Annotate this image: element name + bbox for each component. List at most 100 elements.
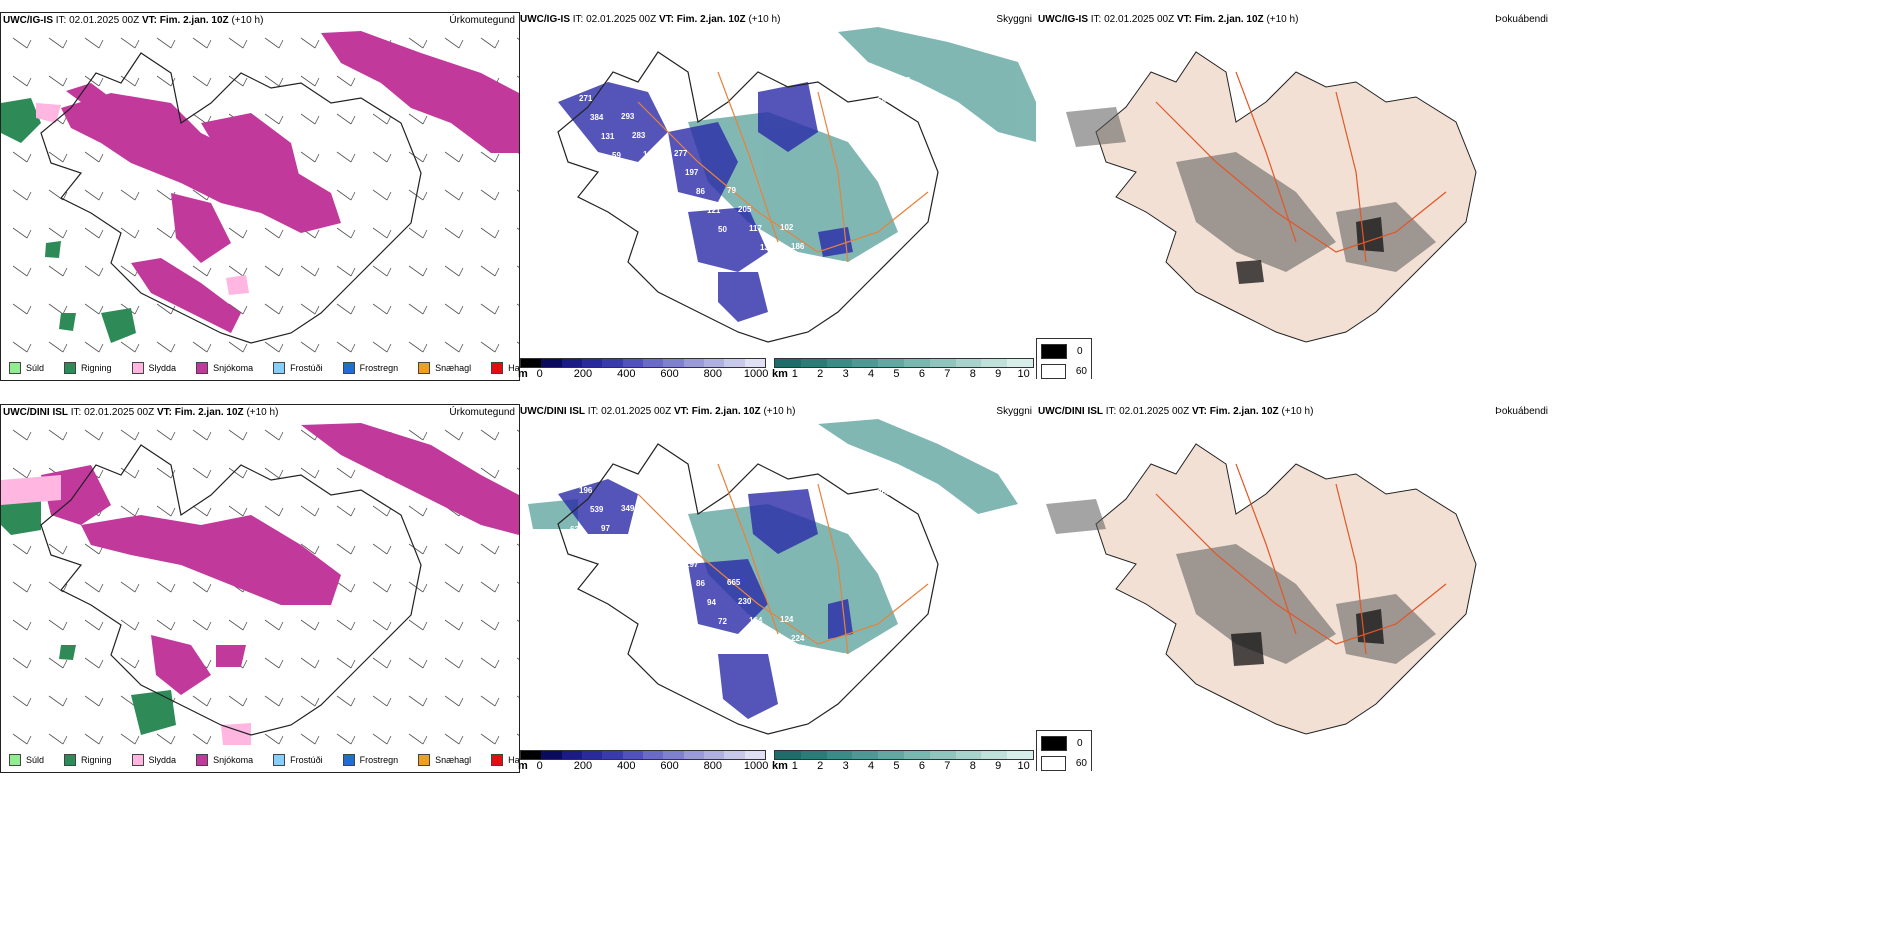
wind-barb [156,619,176,631]
ceiling-value-label: 293 [621,112,635,121]
wind-barb [156,505,176,517]
fog-panel-row2: UWC/DINI ISL IT: 02.01.2025 00Z VT: Fim.… [1036,404,1552,771]
wind-barb [300,695,320,707]
wind-barb [372,151,392,163]
wind-barb [192,505,212,517]
wind-barb [336,265,356,277]
wind-barb [408,619,428,631]
wind-barb [264,227,284,239]
wind-barb [120,227,140,239]
colorbar-tick: 600 [660,760,679,771]
wind-barb [12,75,32,87]
wind-barb [444,619,464,631]
colorbar-tick: 0 [536,760,543,771]
wind-barb [336,733,356,745]
legend-item: Haglél [491,362,519,374]
wind-barb [336,619,356,631]
ceiling-value-label: 257 [855,690,869,699]
ceiling-value-label: 539 [590,505,604,514]
legend-label: Frostregn [359,755,399,765]
wind-barb [192,619,212,631]
wind-barb [264,619,284,631]
wind-barb [84,619,104,631]
ceiling-value-label: 349 [621,504,635,513]
precip-map-row1 [1,31,519,344]
legend-item: Snjókoma [196,362,253,374]
wind-barb [84,75,104,87]
legend-item: Súld [9,362,44,374]
ceiling-value-label: 205 [738,205,752,214]
colorbar-tick: 200 [573,368,593,379]
wind-barb [228,303,248,315]
ceiling-value-label: 242 [886,297,900,306]
fog-legend-item: 0 [1041,344,1087,359]
roads-ceiling-row1 [637,71,929,263]
colorbar-tick: 400 [617,760,636,771]
colorbar-tick: 1000 [743,368,769,379]
wind-barb [12,227,32,239]
legend-item: Súld [9,754,44,766]
ceiling-value-label: 384 [590,113,604,122]
legend-item: Rigning [64,362,112,374]
ceiling-value-label: 102 [780,223,794,232]
fog-panel-row1: UWC/IG-IS IT: 02.01.2025 00Z VT: Fim. 2.… [1036,12,1552,379]
wind-barb [192,265,212,277]
ceiling-labels-row2: 119 349 140 665 124 107 176 196 115 197 230 224 777 1… [568,467,928,700]
wind-barb [372,657,392,669]
ceiling-map-row2: 119 349 140 665 124 107 176 196 115 197 230 224 777 1… [528,419,1018,735]
wind-barb [12,695,32,707]
wind-barb [372,113,392,125]
wind-barb [480,581,500,593]
legend-label: Rigning [81,755,112,765]
ceiling-value-label: 186 [791,242,805,251]
ceiling-value-label: 69 [729,636,738,645]
wind-barb [156,429,176,441]
ceiling-value-label: 199 [897,468,911,477]
wind-barb [444,733,464,745]
ceiling-value-label: 72 [718,617,727,626]
precip-legend-row1: Súld Rigning Slydda Snjókoma Frostúði Frostre… [1,357,519,379]
wind-barb [12,429,32,441]
coastline-ceiling-row1 [557,51,939,343]
legend-item: Rigning [64,754,112,766]
wind-barb [300,151,320,163]
wind-barb [300,113,320,125]
legend-label: Frostregn [359,363,399,373]
header-row1: UWC/IG-IS IT: 02.01.2025 00Z VT: Fim. 2.… [3,15,264,26]
ceiling-value-label: 777 [844,671,858,680]
ceiling-value-label: 60 [919,506,928,515]
colorbar-tick: 0 [536,368,543,379]
wind-barb [192,37,212,49]
wind-barb [192,695,212,707]
wind-barb [480,543,500,555]
colorbar-tick: 2 [817,760,824,771]
legend-item: Slydda [131,754,176,766]
ceiling-value-label: 168 [643,150,657,159]
colorbar-tick: 2 [817,368,824,379]
wind-barb [156,341,176,353]
wind-barb [336,657,356,669]
colorbar-tick: 400 [617,368,636,379]
wind-barb [120,619,140,631]
ceiling-value-label: 107 [833,652,847,661]
colorbar-tick: 1000 [743,760,769,771]
wind-barb [120,505,140,517]
ceiling-value-label: 121 [771,654,785,663]
ceiling-value-label: 456 [908,487,922,496]
sleet-areas-row1 [36,103,249,295]
wind-barb [372,581,392,593]
wind-barb [12,657,32,669]
ceiling-colorbar-row2: m 0 200 400 600 800 1000 [518,750,769,771]
wind-barb [336,227,356,239]
rain-areas-row1 [1,98,136,343]
wind-barb [12,303,32,315]
ceiling-value-label: 196 [579,486,593,495]
colorbar-tick: 600 [660,368,679,379]
ceiling-value-label: 198 [665,580,679,589]
ceiling-value-label: 117 [749,224,762,233]
wind-barb [444,189,464,201]
ceiling-value-label: 97 [855,298,864,307]
wind-barb [480,619,500,631]
ceiling-value-label: 362 [824,691,838,700]
ceiling-value-label: 164 [749,616,763,625]
